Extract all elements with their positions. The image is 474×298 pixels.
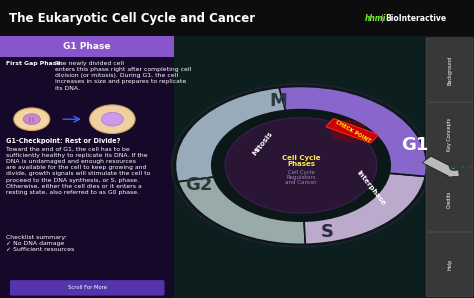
Text: The Eukaryotic Cell Cycle and Cancer: The Eukaryotic Cell Cycle and Cancer <box>9 12 255 25</box>
FancyBboxPatch shape <box>10 280 164 296</box>
Text: | |: | | <box>29 117 34 122</box>
Text: Regulators: Regulators <box>286 176 316 180</box>
FancyBboxPatch shape <box>0 36 174 298</box>
Text: Interphase: Interphase <box>356 169 387 207</box>
Circle shape <box>225 118 377 213</box>
FancyBboxPatch shape <box>426 232 473 297</box>
Text: Phases: Phases <box>287 161 315 167</box>
FancyBboxPatch shape <box>426 167 473 232</box>
FancyBboxPatch shape <box>425 36 474 298</box>
Text: S: S <box>320 224 334 241</box>
Text: G2: G2 <box>185 176 213 194</box>
Text: Cell Cycle: Cell Cycle <box>288 170 314 175</box>
FancyBboxPatch shape <box>0 36 174 57</box>
Wedge shape <box>279 86 427 176</box>
Text: CHECK POINT: CHECK POINT <box>335 119 372 143</box>
Text: G1: G1 <box>401 136 428 153</box>
Text: Cell Cycle: Cell Cycle <box>282 155 320 161</box>
Text: hhmi: hhmi <box>365 14 386 23</box>
Text: The newly divided cell
enters this phase right after completing cell
division (o: The newly divided cell enters this phase… <box>55 61 192 91</box>
Text: and Cancer: and Cancer <box>285 181 317 185</box>
Text: First Gap Phase:: First Gap Phase: <box>6 61 63 66</box>
Circle shape <box>211 109 391 222</box>
Text: G1 Phase: G1 Phase <box>64 42 111 51</box>
Circle shape <box>23 114 40 125</box>
Text: G0: G0 <box>447 160 468 174</box>
Circle shape <box>172 84 430 247</box>
Wedge shape <box>301 165 425 244</box>
Wedge shape <box>178 165 305 244</box>
Circle shape <box>14 108 50 131</box>
FancyArrow shape <box>422 156 459 177</box>
Text: Scroll For More: Scroll For More <box>68 285 107 290</box>
Text: Key Concepts: Key Concepts <box>447 118 452 151</box>
Circle shape <box>101 112 123 126</box>
Text: Help: Help <box>447 259 452 270</box>
Text: Toward the end of G1, the cell has to be
sufficiently healthy to replicate its D: Toward the end of G1, the cell has to be… <box>6 147 150 195</box>
Circle shape <box>330 120 366 142</box>
Text: |: | <box>381 14 383 23</box>
Wedge shape <box>175 88 301 182</box>
Text: BioInteractive: BioInteractive <box>385 14 447 23</box>
FancyBboxPatch shape <box>426 38 473 102</box>
Text: Checklist summary:
✓ No DNA damage
✓ Sufficient resources: Checklist summary: ✓ No DNA damage ✓ Suf… <box>6 235 74 252</box>
Text: Credits: Credits <box>447 191 452 208</box>
FancyBboxPatch shape <box>426 103 473 167</box>
Text: G1-Checkpoint: Rest or Divide?: G1-Checkpoint: Rest or Divide? <box>6 138 120 144</box>
Circle shape <box>90 105 135 134</box>
Text: Mitosis: Mitosis <box>251 131 273 157</box>
Text: M: M <box>269 92 287 110</box>
FancyBboxPatch shape <box>0 0 474 36</box>
Text: Background: Background <box>447 55 452 85</box>
FancyBboxPatch shape <box>326 119 378 143</box>
